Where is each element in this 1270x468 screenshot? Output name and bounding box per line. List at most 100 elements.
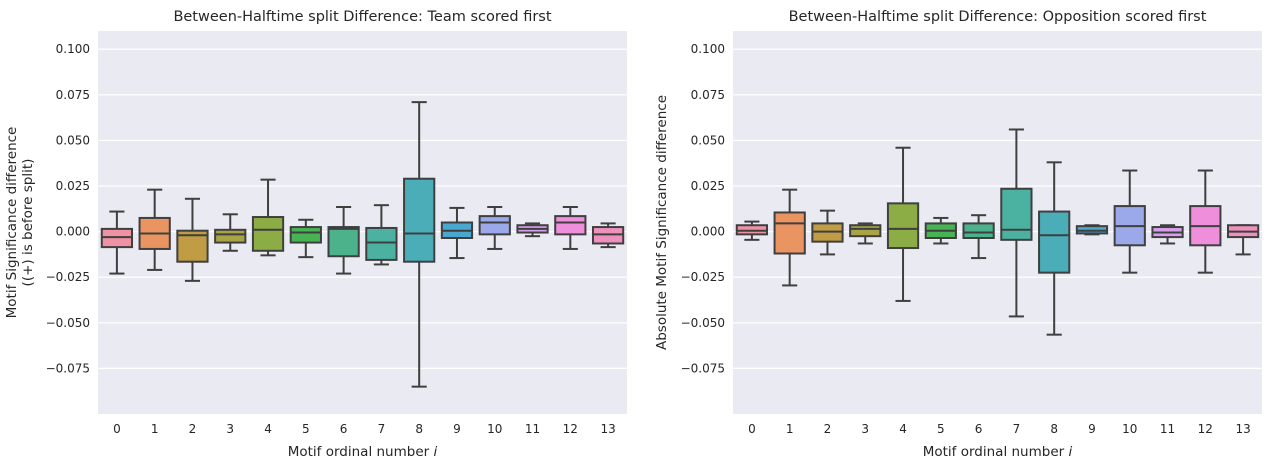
chart0-xlabel: Motif ordinal number i xyxy=(288,444,438,460)
chart1-xtick-label: 2 xyxy=(824,422,832,436)
chart0-ylabel-line: Motif Significance difference xyxy=(4,127,20,319)
chart1-box-0 xyxy=(735,220,769,241)
chart0-xtick-label: 13 xyxy=(600,422,615,436)
chart1-ytick-label: 0.000 xyxy=(691,225,725,239)
iqr-box xyxy=(1038,210,1071,274)
chart0-panel: 0.100 0.075 0.050 0.025 0.000 −0.025 −0.050 −0.… xyxy=(4,9,627,460)
chart0-xtick-label: 7 xyxy=(378,422,386,436)
chart1-xlabel: Motif ordinal number i xyxy=(923,444,1073,460)
chart1-xtick-label: 5 xyxy=(937,422,945,436)
chart1-ytick-label: 0.100 xyxy=(691,42,725,56)
chart0-box-8 xyxy=(403,101,436,388)
chart1-box-4 xyxy=(886,146,920,302)
chart0-box-12 xyxy=(554,205,587,250)
chart1-xlabel-text: Motif ordinal number xyxy=(923,444,1069,460)
iqr-box xyxy=(251,216,285,252)
chart1-xtick-label: 9 xyxy=(1088,422,1096,436)
iqr-box xyxy=(773,211,806,255)
chart0-xtick-label: 8 xyxy=(415,422,423,436)
chart0-xtick-label: 6 xyxy=(340,422,348,436)
chart0-xtick-label: 10 xyxy=(487,422,502,436)
iqr-box xyxy=(849,224,882,238)
chart0-ytick-label: 0.050 xyxy=(56,133,90,147)
chart0-ytick-label: −0.025 xyxy=(46,270,90,284)
chart0-box-5 xyxy=(289,218,322,259)
chart1-box-6 xyxy=(962,214,995,260)
iqr-box xyxy=(365,226,398,261)
chart0-xtick-label: 0 xyxy=(113,422,121,436)
chart1-box-7 xyxy=(1000,128,1033,318)
chart1-xtick-label: 8 xyxy=(1050,422,1058,436)
chart0-box-13 xyxy=(591,222,625,249)
chart0-xtick-label: 4 xyxy=(264,422,272,436)
chart0-xtick-label: 9 xyxy=(453,422,461,436)
chart1-xtick-label: 11 xyxy=(1160,422,1175,436)
chart1-xtick-label: 0 xyxy=(748,422,756,436)
chart0-box-3 xyxy=(214,213,247,252)
chart0-ytick-label: −0.075 xyxy=(46,361,90,375)
chart0-xtick-label: 11 xyxy=(525,422,540,436)
chart1-xtick-label: 13 xyxy=(1235,422,1250,436)
chart0-ytick-label: 0.025 xyxy=(56,179,90,193)
chart1-ylabel-line: Absolute Motif Significance difference xyxy=(654,95,670,350)
iqr-box xyxy=(478,215,511,236)
chart1-xtick-label: 6 xyxy=(975,422,983,436)
chart0-box-4 xyxy=(251,178,285,257)
chart0-xtick-label: 5 xyxy=(302,422,310,436)
chart1-xlabel-italic: i xyxy=(1068,444,1072,460)
chart0-plot-area xyxy=(98,31,627,414)
chart0-box-6 xyxy=(327,205,360,275)
chart0-xlabel-italic: i xyxy=(433,444,437,460)
chart1-box-9 xyxy=(1075,224,1109,236)
chart1-title: Between-Halftime split Difference: Oppos… xyxy=(789,9,1207,25)
chart0-ytick-label: −0.050 xyxy=(46,316,90,330)
chart1-box-12 xyxy=(1189,169,1222,274)
iqr-box xyxy=(554,215,587,236)
chart0-xtick-label: 3 xyxy=(226,422,234,436)
chart0-box-11 xyxy=(516,222,549,238)
chart1-panel: 0.100 0.075 0.050 0.025 0.000 −0.025 −0.050 −0.… xyxy=(654,9,1262,460)
chart0-xtick-label: 12 xyxy=(563,422,578,436)
chart1-xtick-label: 3 xyxy=(861,422,869,436)
chart1-xtick-label: 7 xyxy=(1013,422,1021,436)
chart0-ytick-label: 0.075 xyxy=(56,88,90,102)
iqr-box xyxy=(214,228,247,244)
iqr-box xyxy=(289,226,322,244)
chart0-box-1 xyxy=(138,188,171,271)
chart1-box-11 xyxy=(1151,224,1184,245)
chart1-box-5 xyxy=(924,216,957,245)
chart1-ytick-label: −0.025 xyxy=(681,270,725,284)
chart1-xtick-label: 10 xyxy=(1122,422,1137,436)
chart0-box-7 xyxy=(365,204,398,266)
chart0-xlabel-text: Motif ordinal number xyxy=(288,444,434,460)
chart0-ylabel-line: ((+) is before split) xyxy=(20,159,36,287)
iqr-box xyxy=(403,177,436,263)
chart0-title: Between-Halftime split Difference: Team … xyxy=(173,9,551,25)
chart0-box-10 xyxy=(478,205,511,250)
chart0-box-2 xyxy=(176,197,209,282)
chart1-ytick-label: −0.075 xyxy=(681,361,725,375)
chart1-ytick-label: 0.075 xyxy=(691,88,725,102)
chart1-box-2 xyxy=(811,209,844,256)
chart1-box-3 xyxy=(849,222,882,245)
chart1-box-13 xyxy=(1226,224,1260,256)
chart1-box-1 xyxy=(773,188,806,287)
chart1-xtick-label: 1 xyxy=(786,422,794,436)
iqr-box xyxy=(327,226,360,258)
chart0-xtick-label: 2 xyxy=(189,422,197,436)
chart0-box-0 xyxy=(100,210,134,275)
chart0-ytick-label: 0.100 xyxy=(56,42,90,56)
iqr-box xyxy=(962,222,995,240)
chart1-xtick-label: 4 xyxy=(899,422,907,436)
iqr-box xyxy=(1000,187,1033,241)
chart0-box-9 xyxy=(440,206,474,260)
chart1-box-10 xyxy=(1113,169,1146,274)
chart0-xtick-label: 1 xyxy=(151,422,159,436)
chart1-ytick-label: −0.050 xyxy=(681,316,725,330)
iqr-box xyxy=(886,202,920,250)
chart1-ytick-label: 0.025 xyxy=(691,179,725,193)
chart1-box-8 xyxy=(1038,161,1071,336)
chart1-ytick-label: 0.050 xyxy=(691,133,725,147)
chart1-xtick-label: 12 xyxy=(1198,422,1213,436)
